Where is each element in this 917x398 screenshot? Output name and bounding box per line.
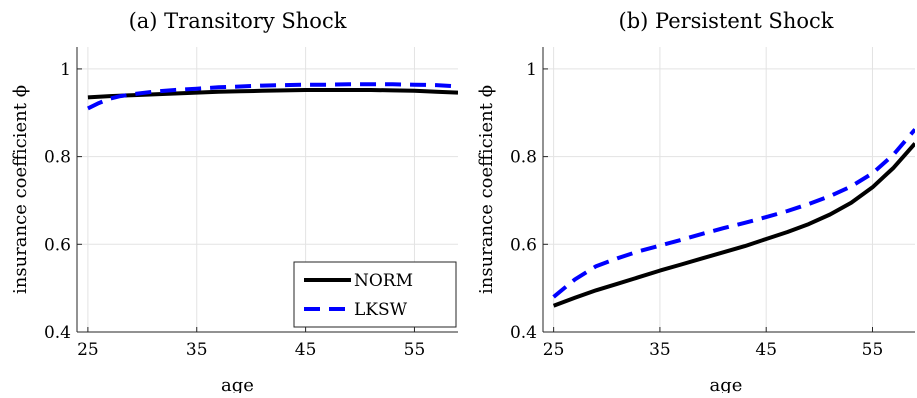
x-tick-label: 25 [77,340,99,360]
x-tick-label: 45 [295,340,317,360]
chart-title: (a) Transitory Shock [129,9,347,33]
series-line-norm [87,88,458,100]
legend-label-lksw: LKSW [354,300,408,320]
y-tick-label: 0.6 [44,235,71,255]
x-tick-label: 35 [649,340,671,360]
x-axis-label: age [221,375,254,393]
x-tick-label: 55 [404,340,426,360]
y-tick-label: 0.8 [510,148,537,168]
y-axis-label: insurance coefficient ϕ [10,85,31,294]
x-tick-label: 35 [186,340,208,360]
y-tick-label: 0.8 [44,148,71,168]
chart-title: (b) Persistent Shock [619,9,834,33]
y-tick-label: 0.6 [510,235,537,255]
y-axis-label: insurance coefficient ϕ [476,85,497,294]
x-tick-label: 45 [755,340,777,360]
legend-label-norm: NORM [354,271,413,291]
y-tick-label: 1 [60,60,71,80]
x-axis-label: age [710,375,743,393]
y-tick-label: 0.4 [510,323,537,343]
series-line-norm [552,142,915,308]
series-line-lksw [87,82,458,111]
y-tick-label: 0.4 [44,323,71,343]
legend-box [293,261,457,328]
panel-a: 25 35 45 55 0.4 0.6 0.8 1 (a) Transitory Shock ag… [10,9,458,396]
legend: NORM LKSW [293,261,457,328]
series-line-lksw [552,128,915,299]
y-tick-label: 1 [526,60,537,80]
panel-b: 25 35 45 55 0.4 0.6 0.8 1 (b) Persistent Shock ag… [476,9,915,396]
x-tick-label: 55 [862,340,884,360]
x-tick-label: 25 [543,340,565,360]
